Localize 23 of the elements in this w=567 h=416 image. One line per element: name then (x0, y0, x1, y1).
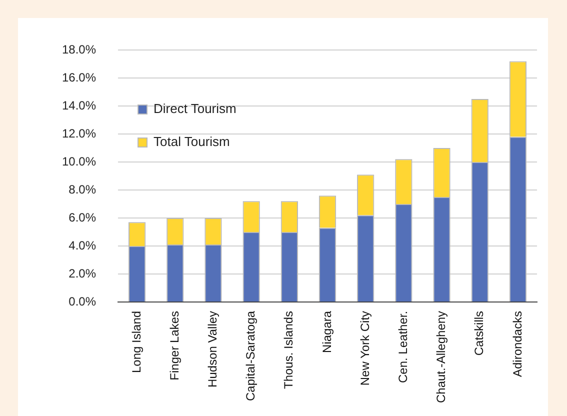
x-tick-label: Long Island (129, 310, 144, 374)
x-tick-label: Catskills (472, 310, 486, 356)
y-tick-label: 16.0% (62, 70, 96, 84)
legend-label: Total Tourism (154, 134, 230, 150)
x-tick-label: Niagara (320, 310, 334, 353)
y-tick-label: 18.0% (62, 42, 96, 56)
y-tick-label: 2.0% (68, 266, 96, 280)
x-tick-label: New York City (358, 310, 372, 386)
x-tick-label: Capital-Saratoga (244, 310, 258, 402)
y-tick-label: 10.0% (62, 154, 96, 168)
x-tick-label: Finger Lakes (167, 310, 182, 380)
x-tick-label: Adirondacks (510, 310, 524, 377)
y-tick-label: 0.0% (68, 294, 96, 308)
y-tick-label: 8.0% (68, 182, 96, 196)
x-tick-label: Hudson Valley (206, 310, 220, 388)
x-tick-label: Thous. Islands (282, 310, 296, 389)
x-tick-label: Cen. Leather. (396, 310, 410, 384)
y-tick-label: 12.0% (62, 126, 96, 140)
y-tick-label: 6.0% (68, 210, 96, 224)
y-tick-label: 4.0% (68, 238, 96, 252)
legend-label: Direct Tourism (154, 101, 236, 116)
x-tick-label: Chaut.-Allegheny (434, 310, 448, 404)
y-tick-label: 14.0% (62, 98, 96, 112)
